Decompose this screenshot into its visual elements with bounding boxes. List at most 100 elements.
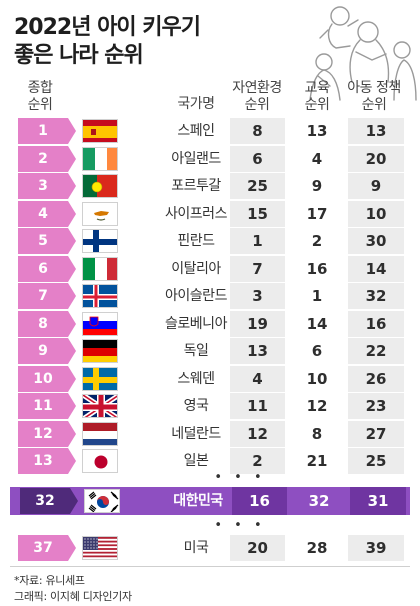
rank-badge: 11 [18,393,76,419]
header-env: 자연환경 순위 [225,80,289,114]
header-edu-line1: 교육 [304,80,330,96]
edu-rank-value: 14 [306,314,328,333]
rank-value: 10 [33,370,53,387]
edu-rank-value: 8 [311,424,323,443]
policy-rank-value: 25 [348,448,404,474]
rank-badge: 1 [18,118,76,144]
env-rank-value: 7 [230,255,285,282]
edu-rank-value: 1 [311,287,323,305]
finland-flag-icon [82,229,118,253]
rank-badge: 8 [18,310,76,337]
japan-flag-icon [82,449,118,473]
rank-badge: 10 [18,365,76,392]
edu-rank-value: 2 [311,232,323,250]
env-rank-value: 6 [230,145,285,172]
sweden-flag-icon [82,366,118,391]
country-name: 핀란드 [177,233,215,249]
table-row: 3 포르투갈 25 9 9 [18,173,404,199]
ellipsis-lower: • • • [214,518,266,533]
rank-badge: 32 [20,488,78,514]
header-rank: 종합 순위 [14,80,66,114]
country-name: 슬로베니아 [165,315,227,332]
edu-rank-value: 16 [306,259,328,278]
korea-flag-icon [84,489,120,513]
edu-rank-value: 13 [306,122,328,140]
policy-rank-value: 27 [348,420,404,447]
country-name: 사이프러스 [165,205,227,222]
country-name: 대한민국 [173,493,223,509]
table-row: 11 영국 11 12 23 [18,393,404,419]
edu-rank-value: 10 [306,369,328,388]
env-rank-value: 16 [232,487,287,515]
env-rank-value: 25 [230,173,285,199]
rank-badge: 9 [18,338,76,364]
header-edu: 교육 순위 [288,80,346,114]
table-row: 1 스페인 8 13 13 [18,118,404,144]
policy-rank-value: 39 [348,535,404,561]
table-row: 10 스웨덴 4 10 26 [18,365,404,392]
env-rank-value: 20 [230,535,285,561]
env-rank-value: 2 [230,448,285,474]
policy-rank-value: 14 [348,255,404,282]
rank-badge: 4 [18,200,76,227]
policy-rank-value: 26 [348,365,404,392]
header-policy-line1: 아동 정책 [347,80,401,96]
country-name: 스웨덴 [177,370,215,387]
family-illustration-icon [309,6,417,101]
italy-flag-icon [82,256,118,281]
country-name: 아일랜드 [171,150,221,167]
edu-rank-value: 21 [306,452,328,470]
policy-rank-value: 32 [348,283,404,309]
iceland-flag-icon [82,284,118,308]
env-rank-value: 3 [230,283,285,309]
country-name: 독일 [183,343,209,359]
chart-title: 2022년 아이 키우기 좋은 나라 순위 [14,14,201,70]
rank-value: 2 [38,150,48,167]
rank-badge: 3 [18,173,76,199]
country-name: 미국 [183,540,209,556]
header-policy-line2: 순위 [361,97,387,113]
country-name: 포르투갈 [171,178,221,194]
rank-value: 37 [33,540,53,556]
source-note: *자료: 유니세프 [14,574,85,587]
country-name: 네덜란드 [171,425,221,442]
header-env-line1: 자연환경 [232,80,282,96]
policy-rank-value: 30 [348,228,404,254]
usa-flag-icon [82,536,118,560]
edu-rank-value: 6 [311,342,323,360]
germany-flag-icon [82,339,118,363]
rank-value: 7 [38,288,48,304]
table-row: 37 미국 20 28 39 [18,535,404,561]
edu-rank-value: 9 [311,177,323,195]
rank-value: 32 [35,493,55,509]
title-line-2: 좋은 나라 순위 [14,43,144,68]
rank-badge: 5 [18,228,76,254]
env-rank-value: 11 [230,393,285,419]
header-rank-line1: 종합 [27,80,53,96]
rank-value: 8 [38,315,48,332]
rank-badge: 12 [18,420,76,447]
rank-value: 11 [33,398,53,414]
policy-rank-value: 10 [348,200,404,227]
footer-divider [10,566,410,567]
rank-badge: 2 [18,145,76,172]
title-line-1: 2022년 아이 키우기 [14,15,201,40]
edu-rank-value: 12 [306,397,328,415]
country-name: 이탈리아 [171,260,221,277]
korea-highlight-bar: 32 대한민국 16 32 31 [10,487,410,515]
uk-flag-icon [82,394,118,418]
env-rank-value: 13 [230,338,285,364]
country-name: 스페인 [177,123,215,139]
env-rank-value: 1 [230,228,285,254]
rank-value: 9 [38,343,48,359]
env-rank-value: 12 [230,420,285,447]
table-row: 4 사이프러스 15 17 10 [18,200,404,227]
slovenia-flag-icon [82,311,118,336]
rank-value: 1 [38,123,48,139]
table-row: 5 핀란드 1 2 30 [18,228,404,254]
table-row: 2 아일랜드 6 4 20 [18,145,404,172]
table-row: 8 슬로베니아 19 14 16 [18,310,404,337]
env-rank-value: 15 [230,200,285,227]
spain-flag-icon [82,119,118,143]
portugal-flag-icon [82,174,118,198]
